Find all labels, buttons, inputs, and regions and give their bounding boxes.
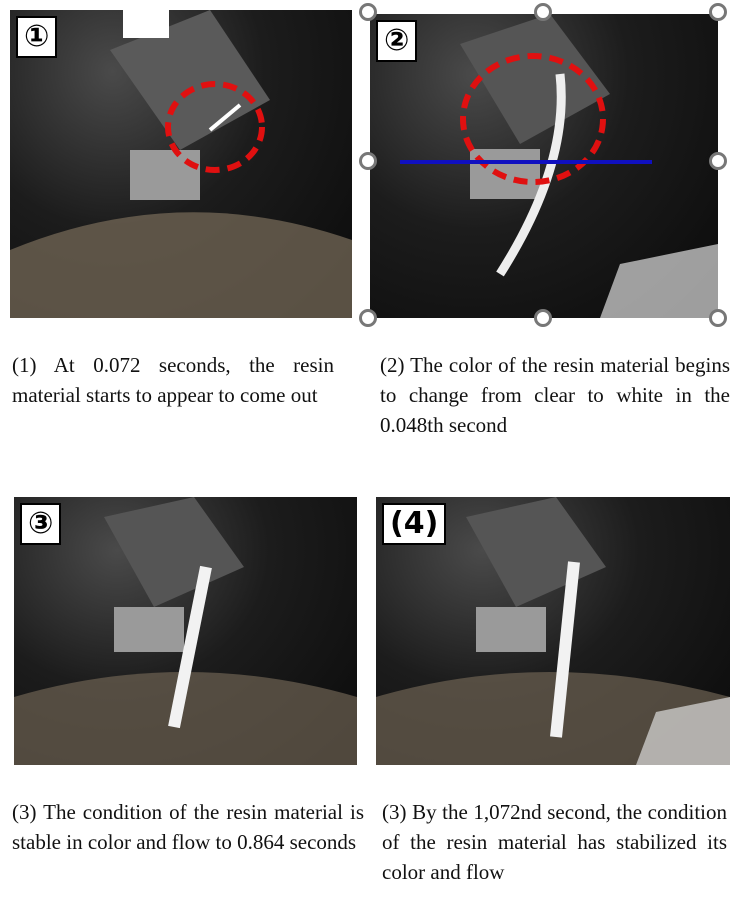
mask: [123, 0, 169, 38]
caption: (3) The condition of the resin material …: [12, 797, 364, 889]
resize-handle[interactable]: [709, 152, 727, 170]
caption: (2) The color of the resin material begi…: [380, 350, 730, 442]
resize-handle[interactable]: [359, 309, 377, 327]
resize-handle[interactable]: [534, 309, 552, 327]
caption: (1) At 0.072 seconds, the resin material…: [12, 350, 334, 442]
resize-handle[interactable]: [359, 3, 377, 21]
panel-label: ③: [20, 503, 61, 545]
photo-art: [14, 497, 357, 765]
photo: ①: [10, 10, 352, 318]
photo: ③: [14, 497, 357, 765]
resize-handle[interactable]: [709, 3, 727, 21]
panel-label: ②: [376, 20, 417, 62]
photo: (4): [376, 497, 730, 765]
resize-handle[interactable]: [359, 152, 377, 170]
photo: ②: [370, 14, 718, 318]
photo-art: [370, 14, 718, 318]
resize-handle[interactable]: [534, 3, 552, 21]
caption: (3) By the 1,072nd second, the condition…: [382, 797, 727, 889]
photo-art: [10, 10, 352, 318]
page: {"panels": [ {"label": "①", "caption": "…: [0, 0, 734, 898]
panel-label: (4): [382, 503, 446, 545]
panel-label: ①: [16, 16, 57, 58]
resize-handle[interactable]: [709, 309, 727, 327]
